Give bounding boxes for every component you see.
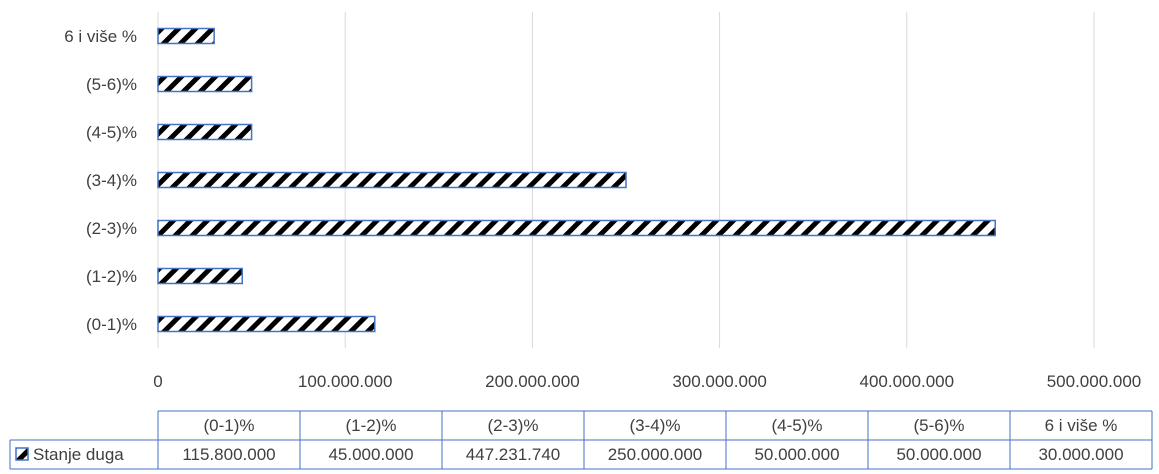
table-value-cell: 115.800.000 xyxy=(182,445,275,464)
table-value-cell: 447.231.740 xyxy=(466,445,561,464)
bar xyxy=(157,315,376,333)
data-table: (0-1)% 115.800.000 (1-2)% 45.000.000 (2-3)% 4… xyxy=(9,410,1153,470)
bars xyxy=(157,27,996,333)
bar xyxy=(157,27,215,45)
table-header-cell: (3-4)% xyxy=(629,416,680,435)
x-tick-label: 300.000.000 xyxy=(672,372,767,391)
x-tick-label: 500.000.000 xyxy=(1047,372,1142,391)
category-label: (4-5)% xyxy=(86,123,137,142)
table-header-cell: (5-6)% xyxy=(913,416,964,435)
bar xyxy=(157,219,996,237)
x-tick-label: 400.000.000 xyxy=(860,372,955,391)
table-value-cell: 250.000.000 xyxy=(608,445,703,464)
table-header-cell: 6 i više % xyxy=(1045,416,1118,435)
bar xyxy=(157,123,253,141)
table-value-cell: 50.000.000 xyxy=(896,445,981,464)
bar xyxy=(157,75,253,93)
category-label: (0-1)% xyxy=(86,315,137,334)
table-value-cell: 50.000.000 xyxy=(754,445,839,464)
x-tick-label: 100.000.000 xyxy=(298,372,393,391)
category-label: (3-4)% xyxy=(86,171,137,190)
x-axis-tick-labels: 0 100.000.000 200.000.000 300.000.000 400.00… xyxy=(153,372,1141,391)
category-label: (2-3)% xyxy=(86,219,137,238)
table-series-name: Stanje duga xyxy=(33,445,124,464)
legend-key-icon xyxy=(15,447,29,461)
table-header-cell: (2-3)% xyxy=(487,416,538,435)
bar xyxy=(157,171,627,189)
bar xyxy=(157,267,243,285)
category-labels: (0-1)% (1-2)% (2-3)% (3-4)% (4-5)% (5-6)% 6 i … xyxy=(64,27,137,334)
category-label: 6 i više % xyxy=(64,27,137,46)
table-value-cell: 30.000.000 xyxy=(1038,445,1123,464)
x-tick-label: 0 xyxy=(153,372,162,391)
category-label: (1-2)% xyxy=(86,267,137,286)
table-header-cell: (4-5)% xyxy=(771,416,822,435)
table-header-cell: (0-1)% xyxy=(203,416,254,435)
table-header-cell: (1-2)% xyxy=(345,416,396,435)
table-value-cell: 45.000.000 xyxy=(328,445,413,464)
x-tick-label: 200.000.000 xyxy=(485,372,580,391)
category-label: (5-6)% xyxy=(86,75,137,94)
